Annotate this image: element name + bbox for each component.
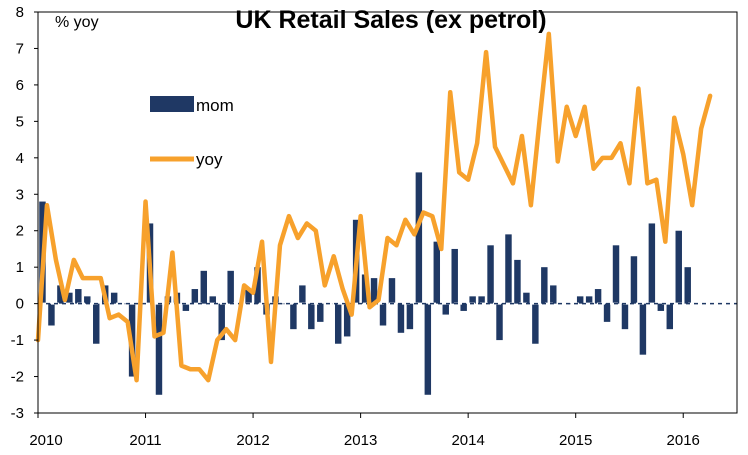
y-tick-label: 6 [16, 77, 24, 94]
bar-mom [657, 303, 665, 311]
y-tick-label: 7 [16, 40, 24, 57]
bar-mom [182, 303, 190, 311]
bar-mom [388, 278, 396, 304]
plot-area: -3 -2 -1 0 1 2 3 4 5 6 7 8 2010 2011 2012 2013 2014 2015 2… [11, 4, 738, 449]
x-tick-label: 2015 [559, 432, 592, 449]
bar-mom [442, 303, 449, 315]
bar-mom [110, 292, 118, 304]
bar-mom [48, 303, 55, 326]
legend-mom-label: mom [196, 96, 234, 115]
bar-mom [433, 241, 441, 304]
bar-mom [603, 303, 611, 322]
bar-mom [57, 285, 64, 304]
bar-mom [487, 245, 494, 304]
x-tick-label: 2012 [236, 432, 269, 449]
y-tick-label: 2 [16, 223, 24, 240]
bar-mom [514, 259, 521, 304]
bar-mom [666, 303, 674, 330]
bar-mom [334, 303, 342, 344]
bar-mom [648, 223, 656, 304]
bar-mom [75, 289, 82, 304]
y-tick-label: -3 [11, 405, 24, 422]
x-tick-label: 2010 [29, 432, 62, 449]
y-axis-label: % yoy [55, 14, 99, 31]
bar-mom [245, 289, 252, 304]
bar-mom [424, 303, 432, 395]
bar-mom [415, 172, 423, 304]
y-tick-label: -2 [11, 369, 24, 386]
bar-mom [93, 303, 100, 344]
x-tick-label: 2016 [667, 432, 700, 449]
bar-mom [460, 303, 467, 311]
bar-mom [639, 303, 647, 355]
bar-mom [406, 303, 414, 330]
y-tick-label: 8 [16, 4, 24, 21]
bar-mom [66, 292, 73, 304]
bar-mom [155, 303, 163, 395]
bar-mom [675, 230, 682, 304]
bar-mom [576, 296, 584, 304]
y-tick-label: -1 [11, 332, 24, 349]
bar-mom [379, 303, 387, 326]
bar-mom [630, 256, 638, 304]
y-tick-label: 0 [16, 296, 24, 313]
x-tick-label: 2011 [129, 432, 161, 449]
x-tick-label: 2013 [344, 432, 377, 449]
y-tick-label: 5 [16, 113, 24, 130]
x-tick-label: 2014 [451, 432, 484, 449]
y-tick-label: 1 [16, 259, 24, 276]
series-line-yoy [35, 31, 713, 383]
chart-title: UK Retail Sales (ex petrol) [235, 6, 546, 34]
bar-mom [585, 296, 593, 304]
bar-mom [523, 292, 530, 304]
bar-mom [370, 278, 378, 304]
bar-mom [227, 270, 234, 304]
bar-mom [612, 245, 620, 304]
bar-mom [200, 270, 208, 304]
bar-mom [397, 303, 405, 333]
bar-mom [299, 285, 306, 304]
legend-mom-swatch [150, 96, 194, 112]
bar-mom [496, 303, 503, 341]
bar-mom [478, 296, 485, 304]
plot-frame [37, 11, 738, 414]
bar-mom [621, 303, 629, 330]
legend-yoy-label: yoy [196, 150, 223, 169]
bar-mom [451, 248, 458, 304]
bar-mom [594, 289, 602, 304]
bar-mom [684, 267, 691, 304]
bar-mom [532, 303, 539, 344]
bar-mom [209, 296, 216, 304]
bar-mom [505, 234, 512, 304]
bar-mom [343, 303, 351, 337]
y-tick-label: 4 [16, 150, 24, 167]
bar-mom [290, 303, 297, 330]
bar-mom [254, 267, 261, 304]
bar-mom [317, 303, 324, 322]
bar-mom [84, 296, 91, 304]
bar-mom [281, 303, 288, 305]
bar-mom [550, 285, 557, 304]
bar-mom [191, 289, 199, 304]
legend: mom yoy [150, 96, 234, 169]
bar-mom [541, 267, 548, 304]
bar-mom [308, 303, 315, 330]
bar-mom [218, 303, 225, 341]
y-tick-label: 3 [16, 186, 24, 203]
bar-mom [469, 296, 476, 304]
bar-mom [361, 274, 369, 304]
